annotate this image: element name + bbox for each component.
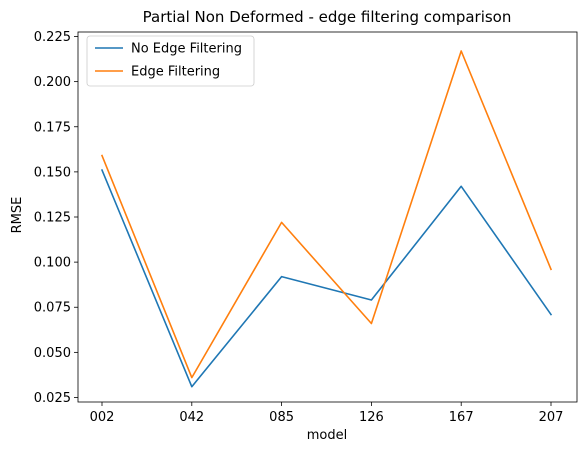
series-line-2 (100, 50, 553, 379)
x-tick-label: 002 (90, 410, 115, 425)
y-tick-label: 0.200 (34, 75, 71, 90)
y-tick-label: 0.050 (34, 346, 71, 361)
x-tick-label: 042 (179, 410, 204, 425)
y-axis-label: RMSE (10, 197, 25, 234)
y-tick-label: 0.175 (34, 120, 71, 135)
y-tick-label: 0.125 (34, 211, 71, 226)
y-axis-ticks: 0.025 0.050 0.075 0.100 0.125 0.150 0.175 0.200… (34, 30, 78, 406)
legend-box (86, 35, 255, 87)
series-layer (100, 50, 553, 388)
y-tick-label: 0.025 (34, 391, 71, 406)
x-tick-label: 167 (449, 410, 474, 425)
y-tick-label: 0.225 (34, 30, 71, 45)
series-line-1 (100, 169, 553, 388)
x-axis-label: model (307, 428, 347, 443)
legend-label-1: No Edge Filtering (131, 42, 242, 57)
x-tick-label: 126 (359, 410, 384, 425)
y-tick-label: 0.075 (34, 301, 71, 316)
x-tick-label: 085 (269, 410, 294, 425)
legend-label-2: Edge Filtering (131, 65, 220, 80)
legend: No Edge Filtering Edge Filtering (86, 35, 255, 87)
x-axis-ticks: 002 042 085 126 167 207 (90, 402, 564, 425)
chart-title: Partial Non Deformed - edge filtering co… (143, 8, 512, 26)
y-tick-label: 0.100 (34, 256, 71, 271)
plot-frame (77, 31, 578, 403)
x-tick-label: 207 (539, 410, 564, 425)
y-tick-label: 0.150 (34, 165, 71, 180)
